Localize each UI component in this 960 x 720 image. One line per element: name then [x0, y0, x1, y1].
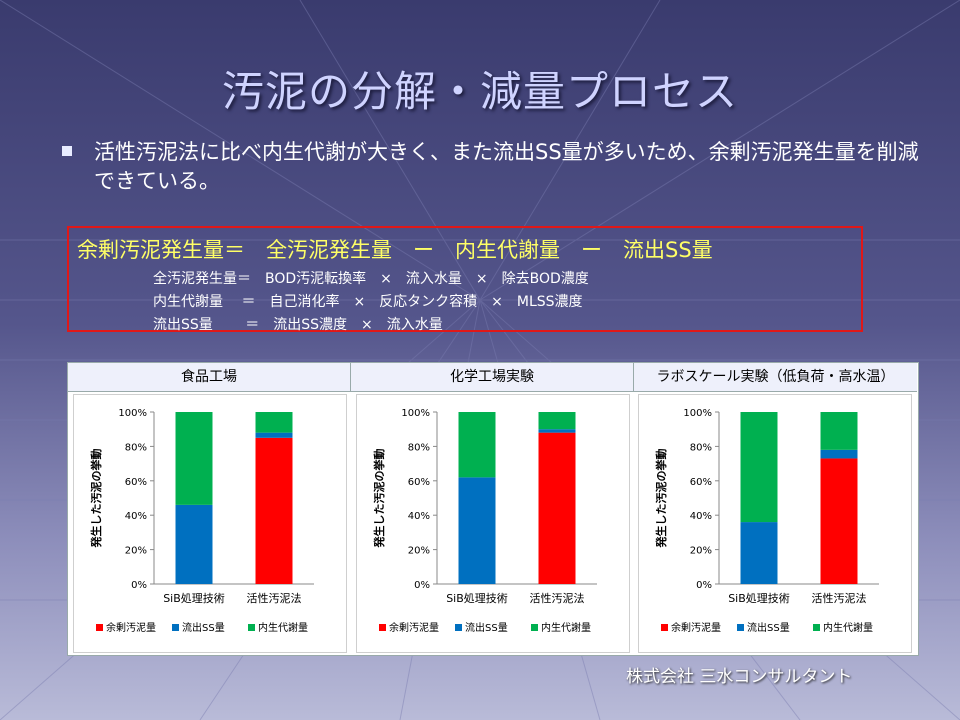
- panel-title-lab: ラボスケール実験（低負荷・高水温）: [634, 363, 917, 392]
- legend-label: 流出SS量: [465, 621, 508, 634]
- bar-segment: [740, 522, 778, 584]
- bullet-text: 活性汚泥法に比べ内生代謝が大きく、また流出SS量が多いため、余剰汚泥発生量を削減…: [94, 140, 919, 193]
- bar-segment: [820, 449, 858, 459]
- bar-segment: [538, 412, 576, 430]
- bar-segment: [255, 437, 293, 584]
- company-name: 株式会社 三水コンサルタント: [626, 667, 853, 687]
- bar-segment: [458, 412, 496, 478]
- legend-swatch: [531, 624, 538, 631]
- formula-box: 余剰汚泥発生量＝ 全汚泥発生量 ー 内生代謝量 ー 流出SS量 全汚泥発生量＝ …: [67, 226, 863, 333]
- x-tick-label: SiB処理技術: [728, 592, 790, 605]
- legend-swatch: [661, 624, 668, 631]
- y-tick-label: 100%: [683, 408, 712, 419]
- bullet-item: 活性汚泥法に比べ内生代謝が大きく、また流出SS量が多いため、余剰汚泥発生量を削減…: [62, 138, 922, 196]
- legend-label: 内生代謝量: [823, 621, 873, 634]
- x-tick-label: 活性汚泥法: [530, 591, 585, 605]
- legend-label: 内生代謝量: [541, 621, 591, 634]
- legend-swatch: [737, 624, 744, 631]
- bar-segment: [175, 412, 213, 505]
- y-tick-label: 40%: [408, 511, 430, 522]
- panel-title-food: 食品工場: [68, 363, 351, 392]
- x-tick-label: SiB処理技術: [446, 592, 508, 605]
- formula-line-outflow: 流出SS量 ＝ 流出SS濃度 × 流入水量: [153, 317, 443, 333]
- chart-food: 0% 20% 40% 60% 80% 100% 発生した汚泥の挙動 SiB処理技術 活性汚泥法余…: [73, 394, 347, 653]
- bar-segment: [538, 429, 576, 433]
- y-tick-label: 20%: [125, 546, 147, 557]
- y-tick-label: 80%: [690, 442, 712, 453]
- legend-label: 流出SS量: [182, 621, 225, 634]
- legend-label: 余剰汚泥量: [389, 621, 439, 634]
- legend-swatch: [455, 624, 462, 631]
- chart-panel: 食品工場 化学工場実験 ラボスケール実験（低負荷・高水温） 0% 20% 40% 60…: [67, 362, 919, 656]
- legend-swatch: [379, 624, 386, 631]
- legend-label: 余剰汚泥量: [671, 621, 721, 634]
- chart-lab-svg: 0% 20% 40% 60% 80% 100% 発生した汚泥の挙動 SiB処理技術 活性汚泥法余…: [654, 408, 879, 634]
- slide-title: 汚泥の分解・減量プロセス: [221, 67, 738, 116]
- y-tick-label: 20%: [408, 546, 430, 557]
- bullet-square-icon: [62, 146, 72, 156]
- chart-chemical-svg: 0% 20% 40% 60% 80% 100% 発生した汚泥の挙動 SiB処理技術 活性汚泥法余…: [372, 408, 597, 634]
- chart-food-svg: 0% 20% 40% 60% 80% 100% 発生した汚泥の挙動 SiB処理技術 活性汚泥法余…: [89, 408, 314, 634]
- bar-segment: [255, 432, 293, 438]
- y-tick-label: 100%: [118, 408, 147, 419]
- bar-segment: [538, 432, 576, 584]
- x-tick-label: 活性汚泥法: [247, 591, 302, 605]
- y-tick-label: 40%: [690, 511, 712, 522]
- y-tick-label: 60%: [125, 477, 147, 488]
- y-axis-label: 発生した汚泥の挙動: [89, 449, 103, 549]
- bar-segment: [820, 412, 858, 450]
- x-tick-label: 活性汚泥法: [812, 591, 867, 605]
- legend-label: 内生代謝量: [258, 621, 308, 634]
- legend-label: 流出SS量: [747, 621, 790, 634]
- legend-swatch: [172, 624, 179, 631]
- formula-line-endogenous: 内生代謝量 ＝ 自己消化率 × 反応タンク容積 × MLSS濃度: [153, 294, 583, 310]
- chart-chemical: 0% 20% 40% 60% 80% 100% 発生した汚泥の挙動 SiB処理技術 活性汚泥法余…: [356, 394, 630, 653]
- y-tick-label: 80%: [125, 442, 147, 453]
- legend-swatch: [813, 624, 820, 631]
- y-tick-label: 0%: [131, 580, 147, 591]
- y-tick-label: 100%: [401, 408, 430, 419]
- bar-segment: [175, 504, 213, 584]
- y-tick-label: 60%: [408, 477, 430, 488]
- y-tick-label: 60%: [690, 477, 712, 488]
- panel-title-chemical: 化学工場実験: [351, 363, 634, 392]
- bar-segment: [255, 412, 293, 433]
- bar-segment: [458, 477, 496, 584]
- legend-swatch: [248, 624, 255, 631]
- bar-segment: [820, 458, 858, 584]
- legend-swatch: [96, 624, 103, 631]
- x-tick-label: SiB処理技術: [163, 592, 225, 605]
- formula-line-total: 全汚泥発生量＝ BOD汚泥転換率 × 流入水量 × 除去BOD濃度: [153, 271, 589, 287]
- y-tick-label: 40%: [125, 511, 147, 522]
- y-axis-label: 発生した汚泥の挙動: [372, 449, 386, 549]
- y-tick-label: 0%: [414, 580, 430, 591]
- y-axis-label: 発生した汚泥の挙動: [654, 449, 668, 549]
- y-tick-label: 80%: [408, 442, 430, 453]
- bar-segment: [740, 412, 778, 523]
- legend-label: 余剰汚泥量: [106, 621, 156, 634]
- y-tick-label: 0%: [696, 580, 712, 591]
- formula-main: 余剰汚泥発生量＝ 全汚泥発生量 ー 内生代謝量 ー 流出SS量: [77, 238, 713, 262]
- y-tick-label: 20%: [690, 546, 712, 557]
- chart-lab: 0% 20% 40% 60% 80% 100% 発生した汚泥の挙動 SiB処理技術 活性汚泥法余…: [638, 394, 912, 653]
